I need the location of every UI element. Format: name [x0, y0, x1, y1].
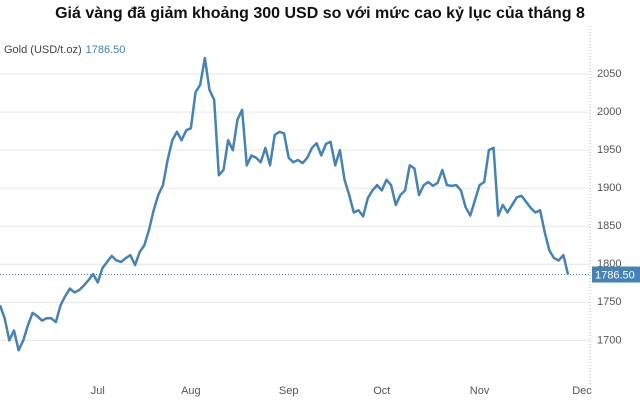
y-tick-label: 2050 — [597, 68, 621, 80]
y-tick-label: 1950 — [597, 144, 621, 156]
chart-title: Giá vàng đã giảm khoảng 300 USD so với m… — [55, 5, 585, 22]
current-price-box — [592, 266, 640, 283]
y-tick-label: 1900 — [597, 182, 621, 194]
x-tick-label: Sep — [279, 385, 299, 397]
legend-name: Gold (USD/t.oz) — [4, 44, 82, 56]
current-price-label: 1786.50 — [595, 269, 635, 281]
x-tick-label: Nov — [470, 385, 490, 397]
x-tick-label: Jul — [91, 385, 105, 397]
legend-value: 1786.50 — [86, 44, 126, 56]
y-tick-label: 1700 — [597, 334, 621, 346]
y-tick-label: 2000 — [597, 106, 621, 118]
x-tick-label: Oct — [373, 385, 390, 397]
y-tick-label: 1850 — [597, 220, 621, 232]
x-tick-label: Aug — [181, 385, 201, 397]
price-line — [0, 56, 570, 352]
x-tick-label: Dec — [572, 385, 592, 397]
y-tick-label: 1750 — [597, 296, 621, 308]
